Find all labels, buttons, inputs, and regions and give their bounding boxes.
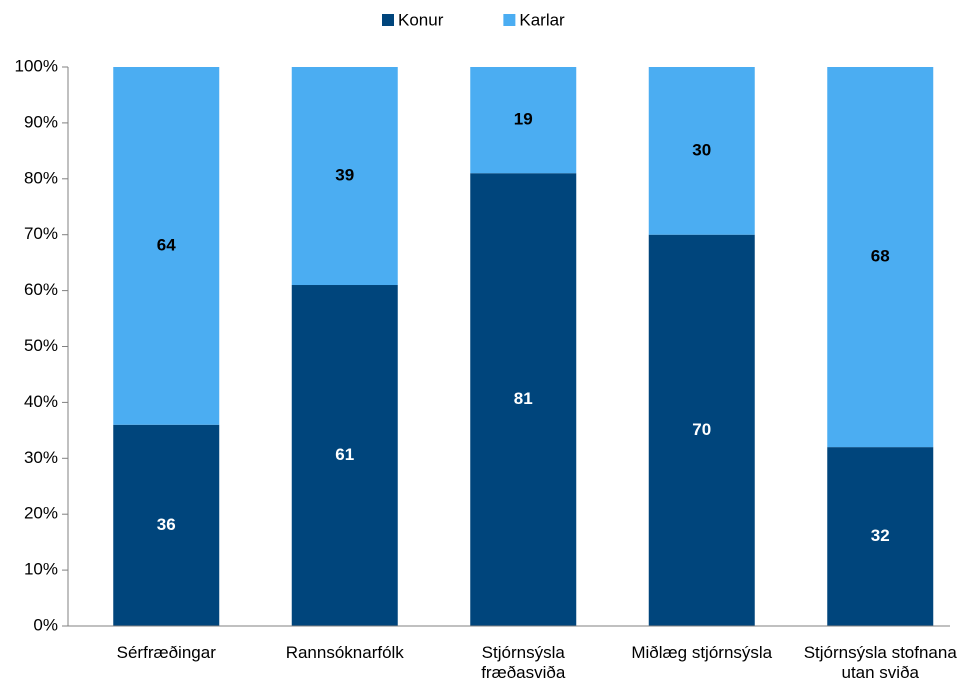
value-label: 30 — [692, 140, 711, 159]
y-tick-label: 70% — [24, 224, 58, 243]
bar-segment — [113, 424, 220, 626]
x-tick-label: Rannsóknarfólk — [285, 643, 404, 662]
value-label: 81 — [514, 389, 533, 408]
value-label: 32 — [871, 526, 890, 545]
value-label: 68 — [871, 247, 890, 266]
y-tick-label: 100% — [15, 56, 58, 75]
legend-label: Karlar — [519, 10, 565, 29]
x-tick-label: Sérfræðingar — [116, 643, 216, 662]
y-tick-label: 60% — [24, 280, 58, 299]
x-tick-label: Stjórnsýsla stofnana utan sviða — [803, 643, 957, 682]
legend-swatch — [503, 14, 516, 26]
bar-segment — [827, 67, 934, 448]
bar-segment — [827, 447, 934, 626]
bar-segment — [113, 67, 220, 425]
x-tick-label: Miðlæg stjórnsýsla — [631, 643, 773, 662]
legend-label: Konur — [398, 10, 444, 29]
y-tick-label: 40% — [24, 392, 58, 411]
y-tick-label: 10% — [24, 560, 58, 579]
value-label: 39 — [335, 165, 354, 184]
x-tick-label: Stjórnsýsla fræðasviða — [481, 643, 566, 682]
legend-swatch — [382, 14, 394, 26]
bar-segment — [470, 173, 577, 626]
y-tick-label: 80% — [24, 168, 58, 187]
value-label: 64 — [157, 235, 176, 254]
bar-segment — [470, 67, 577, 174]
value-label: 19 — [514, 110, 533, 129]
value-label: 70 — [692, 420, 711, 439]
y-tick-label: 30% — [24, 448, 58, 467]
value-label: 61 — [335, 445, 354, 464]
value-label: 36 — [157, 515, 176, 534]
y-tick-label: 50% — [24, 336, 58, 355]
bar-segment — [648, 234, 755, 626]
y-tick-label: 20% — [24, 504, 58, 523]
bar-segment — [291, 285, 398, 626]
y-tick-label: 90% — [24, 112, 58, 131]
bar-segment — [648, 67, 755, 235]
bar-segment — [291, 67, 398, 286]
y-tick-label: 0% — [33, 615, 58, 634]
